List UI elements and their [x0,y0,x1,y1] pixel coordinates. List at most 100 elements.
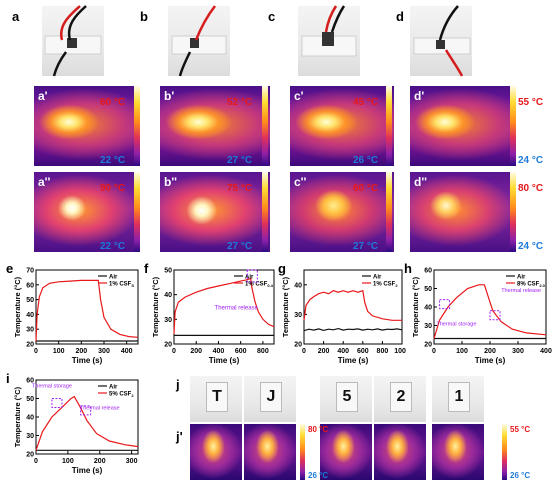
x-tick-label: 300 [126,458,138,465]
thermal-image-d1 [410,86,510,166]
x-tick-label: 300 [512,348,524,355]
x-tick-label: 200 [190,348,202,355]
x-tick-label: 400 [337,348,349,355]
jscale-right-max: 55 °C [510,425,531,434]
panel-label-e: e [6,261,14,276]
chart-h: 0 100 200 300 400 20 30 40 50 60 Time (s) Temperatu… [411,268,552,366]
letter-thermal [374,424,426,480]
x-axis-label: Time (s) [338,356,369,365]
letter-label: 5 [336,382,358,412]
chart-frame [35,269,139,345]
series-line-air [303,327,403,332]
thermal-max-b2: 75 °C [227,183,253,194]
letter-thermal [244,424,296,480]
panel-label-a2: a'' [38,175,51,189]
y-tick-label: 50 [424,286,432,293]
y-tick-label: 20 [294,342,302,349]
x-tick-label: 100 [53,348,65,355]
series-line-csf [433,284,547,339]
letter-label: 1 [448,382,470,412]
y-tick-label: 30 [26,327,34,334]
colorbar-j1-right [502,424,507,480]
y-tick-label: 30 [26,433,34,440]
panel-label-j: j [176,377,180,392]
thermal-max-c2: 60 °C [353,183,379,194]
series-line-csf [303,289,402,321]
x-tick-label: 400 [121,348,133,355]
annotation-thermal-storage: Thermal storage [436,322,476,328]
panel-label-g: g [278,261,286,276]
y-tick-label: 20 [424,342,432,349]
legend-label: 5% CSF2 [109,392,134,399]
thermal-min-d1: 24 °C [518,155,544,166]
thermal-max-c1: 45 °C [353,97,379,108]
letter-thermal [320,424,372,480]
colorbar-d1 [510,86,516,166]
x-tick-label: 400 [213,348,225,355]
annotation-thermal-release: Thermal release [215,305,259,311]
thermal-max-a1: 60 °C [100,97,126,108]
y-axis-label: Temperature (°C) [13,386,22,447]
x-axis-label: Time (s) [209,356,240,365]
thermal-image-b1 [160,86,270,166]
y-tick-label: 40 [164,292,172,299]
x-tick-label: 0 [34,348,38,355]
storage-box [51,398,63,408]
panel-label-b1: b' [164,89,175,103]
thermal-image-a1 [34,86,134,166]
panel-label-b2: b'' [164,175,178,189]
letter-label: T [206,382,228,412]
panel-label-j1: j' [176,429,183,444]
panel-label-c1: c' [294,89,304,103]
panel-label-i: i [6,371,10,386]
panel-label-d: d [396,9,404,24]
x-axis-label: Time (s) [72,466,103,475]
x-tick-label: 800 [257,348,269,355]
panel-label-c2: c'' [294,175,307,189]
x-tick-label: 200 [318,348,330,355]
thermal-min-c2: 27 °C [353,241,379,252]
thermal-max-a2: 90 °C [100,183,126,194]
legend-label: Air [517,275,526,281]
chart-i: 0 100 200 300 20 30 40 50 60 Time (s) Temperature … [13,378,139,475]
colorbar-a1 [134,86,140,166]
panel-label-b: b [140,9,148,24]
thermal-min-d2: 24 °C [518,241,544,252]
y-tick-label: 40 [26,415,34,422]
x-tick-label: 0 [432,348,436,355]
y-axis-label: Temperature (°C) [13,276,22,337]
y-tick-label: 60 [424,268,432,275]
letter-label: 2 [390,382,412,412]
colorbar-a2 [134,172,140,252]
y-tick-label: 30 [164,317,172,324]
panel-label-f: f [144,261,149,276]
legend-label: 1% CSFS [109,282,134,289]
y-tick-label: 70 [26,268,34,275]
x-tick-label: 0 [302,348,306,355]
panel-label-c: c [268,9,276,24]
colorbar-c1 [386,86,392,166]
release-box [246,269,258,283]
letter-thermal [190,424,242,480]
y-tick-label: 50 [26,396,34,403]
thermal-image-d2 [410,172,510,252]
chart-e: 0 100 200 300 400 20 30 40 50 60 70 Time (s) Tempera… [13,268,139,365]
x-tick-label: 200 [75,348,87,355]
panel-label-d1: d' [414,89,425,103]
y-tick-label: 30 [294,312,302,319]
legend-label: Air [109,385,118,391]
y-tick-label: 50 [164,268,172,275]
panel-label-d2: d'' [414,175,428,189]
series-line-csf [35,395,139,451]
y-tick-label: 20 [26,452,34,459]
x-tick-label: 0 [172,348,176,355]
chart-frame [173,269,275,345]
thermal-min-a1: 22 °C [100,155,126,166]
colorbar-b1 [262,86,268,166]
y-tick-label: 20 [26,342,34,349]
chart-g: 0 200 400 600 800 1000 20 30 40 Time (s) Temperatu… [281,269,406,365]
jscale-left-min: 26 °C [308,471,329,480]
y-tick-label: 40 [424,305,432,312]
x-axis-label: Time (s) [475,356,506,365]
y-axis-label: Temperature (°C) [281,276,290,337]
